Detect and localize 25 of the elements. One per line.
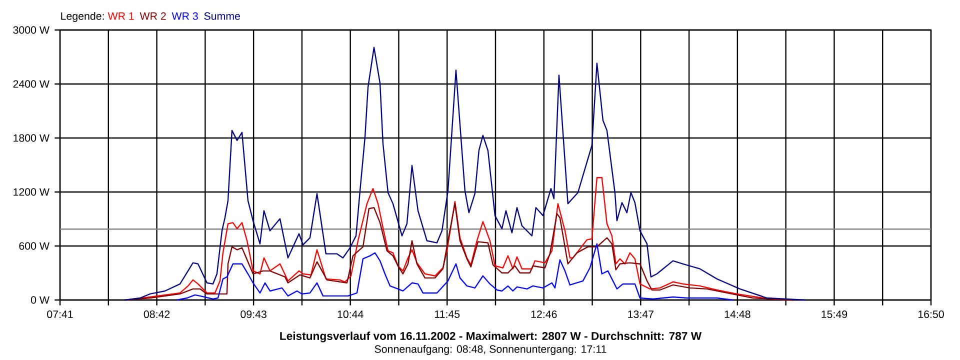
text: Leistungsverlauf vom 16.11.2002 - Maximalwert: 2807 W - Durchschnitt: 787 W <box>280 332 702 342</box>
y-tick-label: 600 W <box>19 242 50 250</box>
legend-title: Legende: <box>61 12 104 22</box>
text: WR 1 <box>108 12 134 20</box>
x-tick-label: 13:47 <box>628 310 654 318</box>
y-tick-label: 0 W <box>30 296 50 304</box>
text: Summe <box>204 12 240 20</box>
x-tick-label: 12:46 <box>531 310 557 318</box>
x-tick-label: 11:45 <box>434 310 460 318</box>
x-tick-label: 10:44 <box>338 310 364 318</box>
x-tick-label: 08:42 <box>144 310 170 318</box>
text: WR 3 <box>172 12 198 20</box>
y-tick-label: 1800 W <box>14 134 50 142</box>
x-tick-label: 14:48 <box>724 310 750 318</box>
x-tick-label: 16:50 <box>918 310 944 318</box>
x-tick-label: 07:41 <box>47 310 73 318</box>
x-tick-label: 15:49 <box>822 310 848 318</box>
line-series <box>176 243 734 301</box>
text: Sonnenaufgang: 08:48, Sonnenuntergang: 17:11 <box>374 345 606 355</box>
x-tick-label: 09:43 <box>240 310 266 318</box>
y-tick-label: 1200 W <box>14 188 50 196</box>
y-tick-label: 3000 W <box>13 26 50 34</box>
y-tick-label: 2400 W <box>13 80 50 88</box>
text: WR 2 <box>140 12 166 20</box>
line-series <box>124 46 806 301</box>
